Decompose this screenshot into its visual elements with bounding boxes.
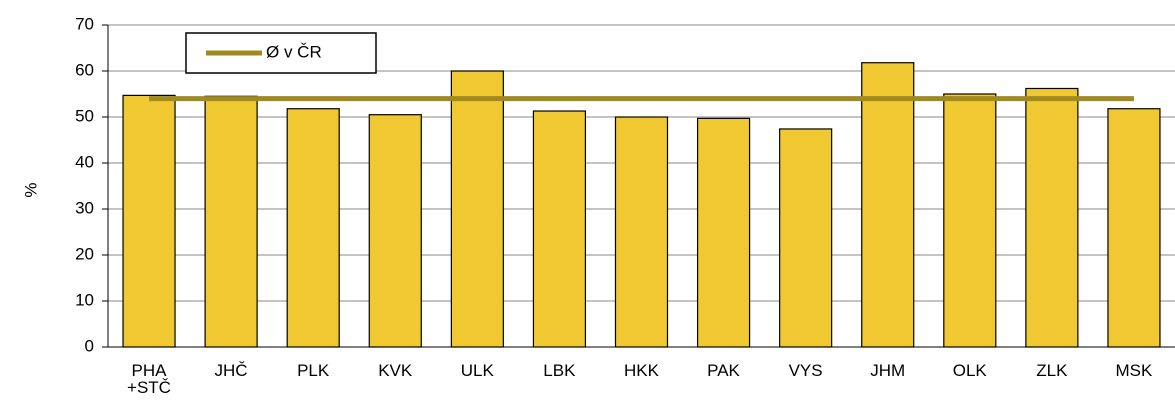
y-tick-label: 40 — [75, 152, 94, 171]
bar — [1025, 87, 1079, 348]
x-tick-label: ZLK — [1036, 361, 1068, 380]
bar — [450, 70, 504, 348]
y-tick-label: 10 — [75, 290, 94, 309]
bar — [286, 108, 340, 348]
x-tick-label: HKK — [623, 361, 659, 380]
x-tick-label: JHM — [870, 361, 906, 380]
bar — [122, 94, 176, 348]
x-tick-label: PHA +STČ — [127, 361, 171, 397]
y-tick-label: 70 — [75, 14, 94, 33]
y-tick-label: 50 — [75, 106, 94, 125]
bar — [861, 62, 915, 348]
bar — [779, 128, 833, 348]
bar — [1107, 108, 1161, 348]
y-tick-label: 20 — [75, 244, 94, 263]
bar — [368, 114, 422, 348]
y-tick-label: 60 — [75, 60, 94, 79]
bar — [532, 110, 587, 348]
x-tick-label: LBK — [543, 361, 576, 380]
x-tick-label: PAK — [707, 361, 740, 380]
x-tick-label: JHČ — [214, 361, 248, 380]
y-tick-label: 0 — [85, 336, 94, 355]
x-tick-label: KVK — [378, 361, 413, 380]
x-tick-label: PLK — [297, 361, 330, 380]
y-axis-label: % — [21, 182, 40, 197]
bar — [696, 117, 751, 348]
x-tick-label: VYS — [788, 361, 823, 380]
y-tick-label: 30 — [75, 198, 94, 217]
x-tick-label: OLK — [952, 361, 987, 380]
legend-label: Ø v ČR — [266, 42, 322, 61]
x-tick-label: MSK — [1115, 361, 1153, 380]
x-tick-label: ULK — [460, 361, 494, 380]
bar — [943, 93, 997, 348]
bar — [204, 95, 258, 348]
bar — [614, 116, 669, 348]
